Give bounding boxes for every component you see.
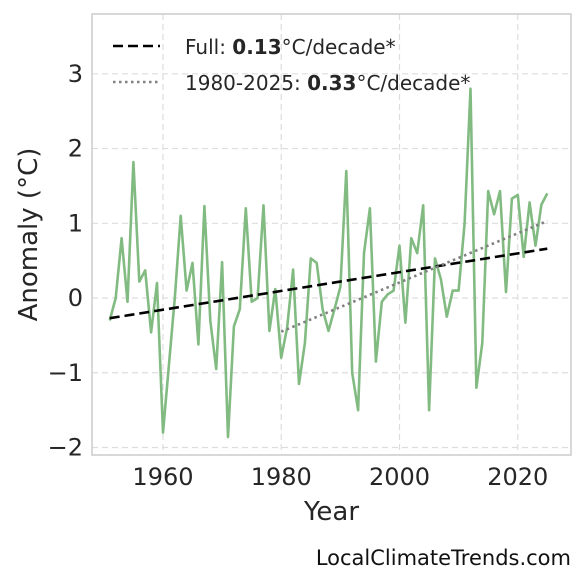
x-axis-ticks: 1960 1980 2000 2020 [132,463,548,491]
x-axis-label: Year [303,497,359,527]
grid [92,14,571,455]
y-tick-label: 3 [68,60,83,88]
x-tick-label: 1980 [251,463,312,491]
y-tick-label: 2 [68,135,83,163]
legend: Full: 0.13°C/decade*1980-2025: 0.33°C/de… [113,35,470,95]
y-tick-label: −2 [48,434,83,462]
x-tick-label: 1960 [132,463,193,491]
legend-rate-value: 0.33 [307,71,356,95]
legend-suffix: °C/decade* [356,71,470,95]
y-axis-ticks: −2 −1 0 1 2 3 [48,60,83,462]
x-tick-label: 2000 [369,463,430,491]
trend-line-full [109,247,548,320]
x-tick-label: 2020 [487,463,548,491]
y-axis-label: Anomaly (°C) [14,148,44,322]
trend-line-1980-2025 [280,219,548,333]
site-credit: LocalClimateTrends.com [315,546,571,570]
legend-label: 1980-2025: 0.33°C/decade* [185,71,470,95]
legend-rate-value: 0.13 [232,35,281,59]
legend-prefix: Full: [185,35,232,59]
anomaly-series-line [108,87,549,439]
plot-area [108,87,549,439]
y-tick-label: −1 [48,359,83,387]
y-tick-label: 1 [68,209,83,237]
y-tick-label: 0 [68,284,83,312]
plot-frame [91,13,572,456]
legend-prefix: 1980-2025: [185,71,307,95]
legend-label: Full: 0.13°C/decade* [185,35,396,59]
legend-suffix: °C/decade* [282,35,396,59]
